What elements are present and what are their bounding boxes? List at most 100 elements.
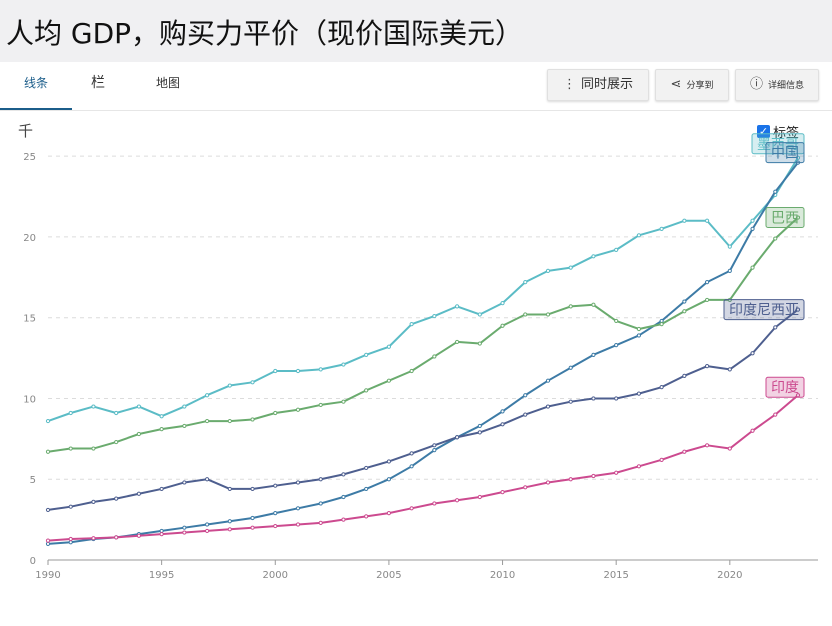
data-point [159, 528, 164, 534]
data-point [477, 341, 482, 346]
data-point [454, 435, 460, 440]
tab-line[interactable]: 线条 [0, 62, 72, 110]
data-point [545, 404, 551, 409]
data-point [273, 523, 278, 529]
data-point [704, 364, 710, 369]
data-point [409, 464, 414, 469]
data-point [545, 268, 551, 273]
data-point [568, 304, 573, 309]
data-point [682, 373, 687, 378]
series-label-box [765, 207, 805, 229]
details-button[interactable]: ⓘ 详细信息 [735, 69, 819, 101]
data-point [682, 299, 687, 304]
series-label-text: 印度尼西亚 [729, 303, 799, 319]
data-point [704, 218, 710, 223]
series-line-1 [47, 161, 799, 545]
x-tick-label: 1990 [35, 570, 60, 581]
data-point [159, 486, 164, 492]
data-point [341, 472, 346, 477]
data-point [432, 501, 437, 506]
share-icon: ⋖ [670, 77, 682, 92]
chart-toolbar: 线条 栏 地图 ⋮ 同时展示 ⋖ 分享到 ⓘ 详细信息 [0, 62, 832, 111]
data-point [295, 480, 301, 485]
data-point [750, 218, 755, 223]
data-point [182, 423, 187, 429]
data-point [341, 517, 346, 522]
data-point [704, 443, 710, 448]
series-line-3 [47, 308, 799, 511]
data-point [500, 490, 505, 495]
data-point [614, 396, 619, 401]
data-point [386, 378, 392, 383]
data-point [364, 388, 369, 393]
data-point [432, 443, 437, 448]
data-point [250, 515, 255, 521]
y-unit-label: 千 [18, 122, 34, 140]
data-point [409, 451, 414, 456]
series-label-box [765, 376, 805, 398]
page-title: 人均 GDP，购买力平价（现价国际美元） [6, 17, 524, 50]
data-point [227, 383, 232, 388]
share-button[interactable]: ⋖ 分享到 [655, 69, 729, 101]
data-point [318, 367, 323, 372]
data-point [364, 352, 369, 357]
data-point [659, 385, 664, 390]
data-point [273, 511, 278, 516]
data-point [318, 501, 323, 506]
series-label-1: 中国 [765, 142, 805, 164]
series-label-text: 墨西哥 [757, 137, 799, 153]
y-tick-label: 0 [30, 556, 36, 567]
tab-map[interactable]: 地图 [155, 76, 180, 90]
data-point [614, 470, 619, 475]
data-point [295, 368, 301, 374]
series-label-4: 印度 [765, 376, 805, 398]
data-point [636, 233, 642, 238]
data-point [114, 535, 119, 540]
data-point [386, 459, 392, 464]
data-point [500, 422, 505, 427]
data-point [386, 344, 392, 349]
data-point [568, 477, 573, 482]
data-point [682, 309, 687, 314]
data-point [432, 354, 437, 359]
data-point [295, 407, 301, 412]
data-point [659, 322, 664, 327]
data-point [750, 226, 755, 231]
data-point [273, 368, 278, 374]
data-point [250, 525, 255, 530]
data-point [750, 428, 755, 433]
series-label-box [723, 299, 805, 321]
show-together-label: 同时展示 [580, 77, 633, 92]
y-tick-label: 25 [23, 152, 36, 163]
data-point [727, 446, 732, 451]
data-point [68, 536, 73, 542]
data-point [409, 368, 414, 374]
data-point [91, 446, 96, 451]
data-point [45, 449, 51, 454]
data-point [136, 404, 142, 409]
series-label-box [765, 142, 805, 164]
checkbox-checked-icon[interactable]: ✓ [757, 125, 770, 138]
data-point [545, 480, 551, 485]
series-label-2: 巴西 [765, 207, 805, 229]
data-point [773, 236, 778, 241]
data-point [614, 343, 619, 348]
data-point [250, 380, 255, 385]
data-point [614, 247, 619, 252]
data-point [295, 522, 301, 527]
info-icon: ⓘ [749, 77, 763, 92]
data-point [318, 477, 323, 482]
data-point [273, 483, 278, 488]
data-point [523, 412, 528, 417]
data-point [136, 431, 142, 437]
data-point [341, 399, 346, 404]
data-point [727, 244, 732, 249]
show-together-button[interactable]: ⋮ 同时展示 [547, 69, 649, 101]
data-point [227, 486, 232, 492]
tab-bar[interactable]: 栏 [91, 75, 105, 91]
series-label-text: 巴西 [771, 211, 799, 227]
data-point [454, 339, 460, 345]
data-point [204, 477, 210, 482]
x-tick-label: 2015 [603, 570, 628, 581]
data-point [68, 446, 73, 451]
